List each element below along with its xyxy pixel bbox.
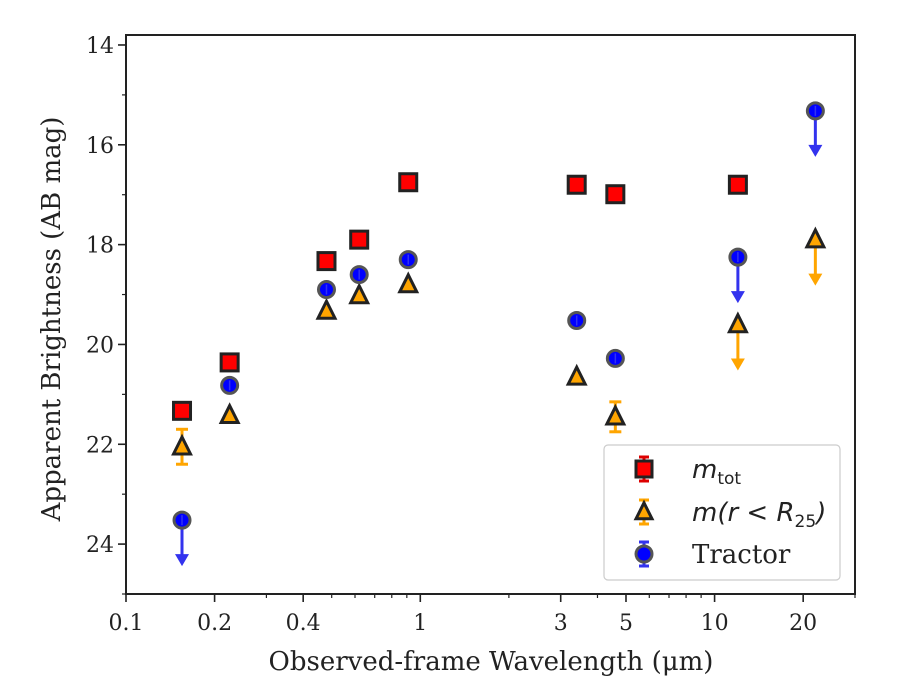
series-2 xyxy=(171,226,827,466)
upper-limit-arrowhead xyxy=(808,273,823,286)
series-1 xyxy=(172,172,748,421)
series-3 xyxy=(172,101,825,567)
data-point xyxy=(566,174,587,195)
x-tick-label: 0.4 xyxy=(286,611,321,636)
upper-limit-arrowhead xyxy=(808,144,823,157)
y-tick-label: 24 xyxy=(86,533,114,558)
legend-marker xyxy=(633,499,655,521)
upper-limit-arrowhead xyxy=(730,358,745,371)
y-tick-label: 16 xyxy=(86,134,114,159)
x-tick-label: 1 xyxy=(413,611,427,636)
y-tick-label: 18 xyxy=(86,234,114,259)
x-tick-label: 3 xyxy=(554,611,568,636)
legend-label: mtot xyxy=(692,455,741,489)
x-axis-title: Observed-frame Wavelength (μm) xyxy=(269,647,714,677)
data-point xyxy=(171,433,193,456)
data-point xyxy=(348,282,371,305)
data-point xyxy=(349,229,370,250)
data-point xyxy=(315,297,338,320)
data-point xyxy=(172,400,193,421)
x-tick-label: 0.2 xyxy=(197,611,232,636)
axes: 14 16 18 20 22 24 0.1 0.2 0.4 1 3 5 10 20 xyxy=(86,34,856,636)
data-point xyxy=(727,174,748,195)
data-point xyxy=(397,271,420,294)
x-tick-label: 0.1 xyxy=(109,611,144,636)
y-tick-label: 22 xyxy=(86,433,114,458)
data-point xyxy=(604,403,627,426)
legend-box xyxy=(603,444,841,581)
data-point xyxy=(565,363,588,386)
data-point xyxy=(726,311,749,334)
plot-frame xyxy=(125,34,856,595)
x-tick-label: 10 xyxy=(701,611,729,636)
legend-label: Tractor xyxy=(692,540,791,570)
legend-marker xyxy=(634,459,654,479)
x-tick-label: 20 xyxy=(789,611,817,636)
plot-area xyxy=(171,101,827,567)
legend: mtot m(r < R25) Tractor xyxy=(603,444,841,581)
y-tick-label: 14 xyxy=(86,34,114,59)
legend-label: m(r < R25) xyxy=(692,498,826,532)
data-point xyxy=(218,402,241,425)
y-axis-title: Apparent Brightness (AB mag) xyxy=(37,117,67,523)
data-point xyxy=(804,226,827,249)
upper-limit-arrowhead xyxy=(730,291,745,304)
legend-marker xyxy=(634,544,654,564)
data-point xyxy=(398,172,419,193)
data-point xyxy=(219,352,240,373)
data-point xyxy=(605,184,626,205)
data-point xyxy=(316,251,337,272)
x-tick-label: 5 xyxy=(619,611,633,636)
y-tick-label: 20 xyxy=(86,333,114,358)
upper-limit-arrowhead xyxy=(175,554,190,567)
